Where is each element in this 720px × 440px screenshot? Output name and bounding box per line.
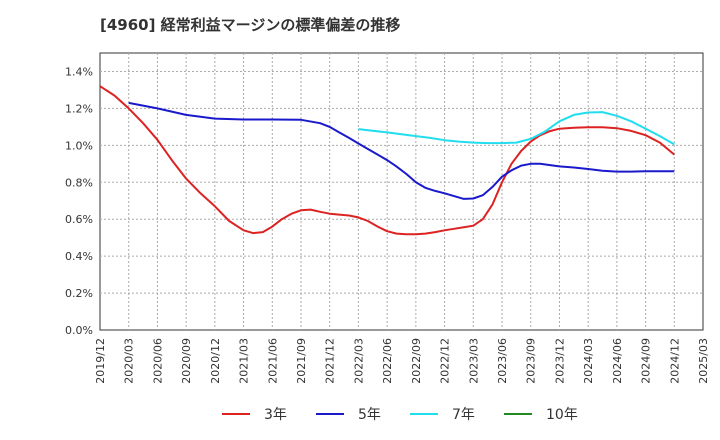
x-tick-label: 2021/12 [324,338,337,384]
legend-label-3: 10年 [546,407,578,423]
y-tick-label: 0.6% [65,213,93,226]
series-lines [99,85,675,236]
x-tick-label: 2025/03 [697,338,710,384]
x-tick-label: 2021/03 [238,338,251,384]
y-tick-label: 0.8% [65,176,93,189]
x-axis-ticks: 2019/12 2020/03 2020/06 2020/09 2020/12 2021/… [94,338,710,384]
y-tick-label: 0.0% [65,324,93,337]
grid [100,53,703,330]
x-tick-label: 2022/03 [352,338,365,384]
x-tick-label: 2022/06 [381,338,394,384]
series-line-1 [128,101,675,200]
x-tick-label: 2022/12 [439,338,452,384]
x-tick-label: 2024/12 [668,338,681,384]
y-axis-ticks: 0.0% 0.2% 0.4% 0.6% 0.8% 1.0% 1.2% 1.4% [65,65,93,337]
x-tick-label: 2024/03 [582,338,595,384]
legend: 3年 5年 7年 10年 [222,407,578,423]
legend-label-0: 3年 [264,407,287,423]
x-tick-label: 2023/03 [467,338,480,384]
x-tick-label: 2020/12 [209,338,222,384]
x-tick-label: 2020/06 [151,338,164,384]
x-tick-label: 2021/09 [295,338,308,384]
y-tick-label: 0.2% [65,287,93,300]
y-tick-label: 0.4% [65,250,93,263]
y-tick-label: 1.4% [65,65,93,78]
x-tick-label: 2021/06 [266,338,279,384]
plot-area [99,52,704,331]
x-tick-label: 2020/09 [180,338,193,384]
x-tick-label: 2024/06 [611,338,624,384]
x-tick-label: 2020/03 [123,338,136,384]
y-tick-label: 1.0% [65,139,93,152]
x-tick-label: 2023/12 [553,338,566,384]
x-tick-label: 2019/12 [94,338,107,384]
chart-title: [4960] 経常利益マージンの標準偏差の推移 [100,16,400,34]
legend-label-1: 5年 [358,407,381,423]
x-tick-label: 2023/09 [525,338,538,384]
legend-label-2: 7年 [452,407,475,423]
y-tick-label: 1.2% [65,102,93,115]
x-tick-label: 2022/09 [410,338,423,384]
series-line-0 [99,85,675,236]
x-tick-label: 2024/09 [640,338,653,384]
series-line-2 [358,111,675,146]
x-tick-label: 2023/06 [496,338,509,384]
